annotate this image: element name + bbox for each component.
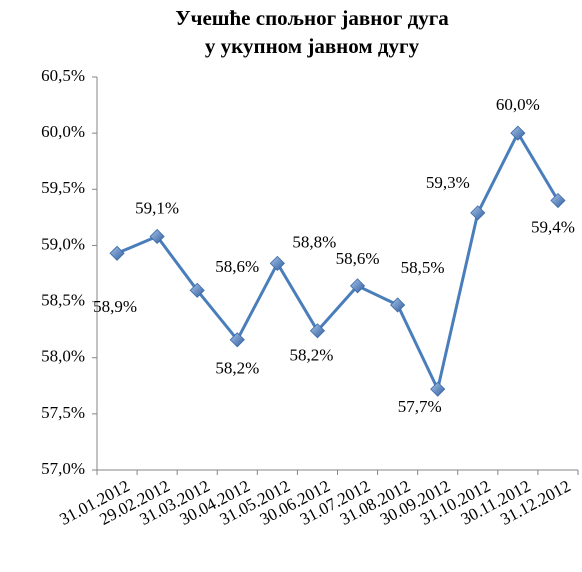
y-tick-label: 59,0% (41, 234, 85, 253)
data-label: 59,3% (426, 173, 470, 192)
data-label: 59,1% (135, 198, 179, 217)
y-tick-label: 57,5% (41, 403, 85, 422)
data-point (149, 228, 165, 245)
data-point (189, 282, 205, 298)
data-label: 58,6% (336, 249, 380, 268)
y-tick-label: 60,5% (41, 66, 85, 85)
data-label: 59,4% (531, 217, 575, 236)
data-point (349, 278, 366, 294)
data-point (470, 205, 486, 221)
data-point (229, 332, 245, 348)
data-label: 58,6% (215, 257, 259, 276)
data-label: 57,7% (398, 397, 442, 416)
data-point (269, 255, 285, 271)
data-point (309, 323, 326, 339)
data-point (430, 381, 446, 397)
data-label: 58,2% (289, 346, 333, 365)
data-point (510, 125, 526, 141)
data-point (550, 192, 566, 209)
data-label: 58,8% (292, 232, 336, 251)
y-tick-label: 58,5% (41, 290, 85, 309)
data-label: 58,5% (401, 258, 445, 277)
y-tick-label: 59,5% (41, 178, 85, 197)
data-label: 58,9% (93, 297, 137, 316)
data-label: 58,2% (215, 359, 259, 378)
y-tick-label: 58,0% (41, 347, 85, 366)
chart-title: у укупном јавном дугу (205, 34, 420, 58)
data-line (116, 131, 560, 391)
data-label: 60,0% (496, 95, 540, 114)
y-tick-label: 60,0% (41, 122, 85, 141)
data-point (109, 245, 125, 261)
chart-title: Учешће спољног јавног дуга (175, 6, 449, 30)
data-point (390, 297, 406, 313)
y-tick-label: 57,0% (41, 459, 85, 478)
